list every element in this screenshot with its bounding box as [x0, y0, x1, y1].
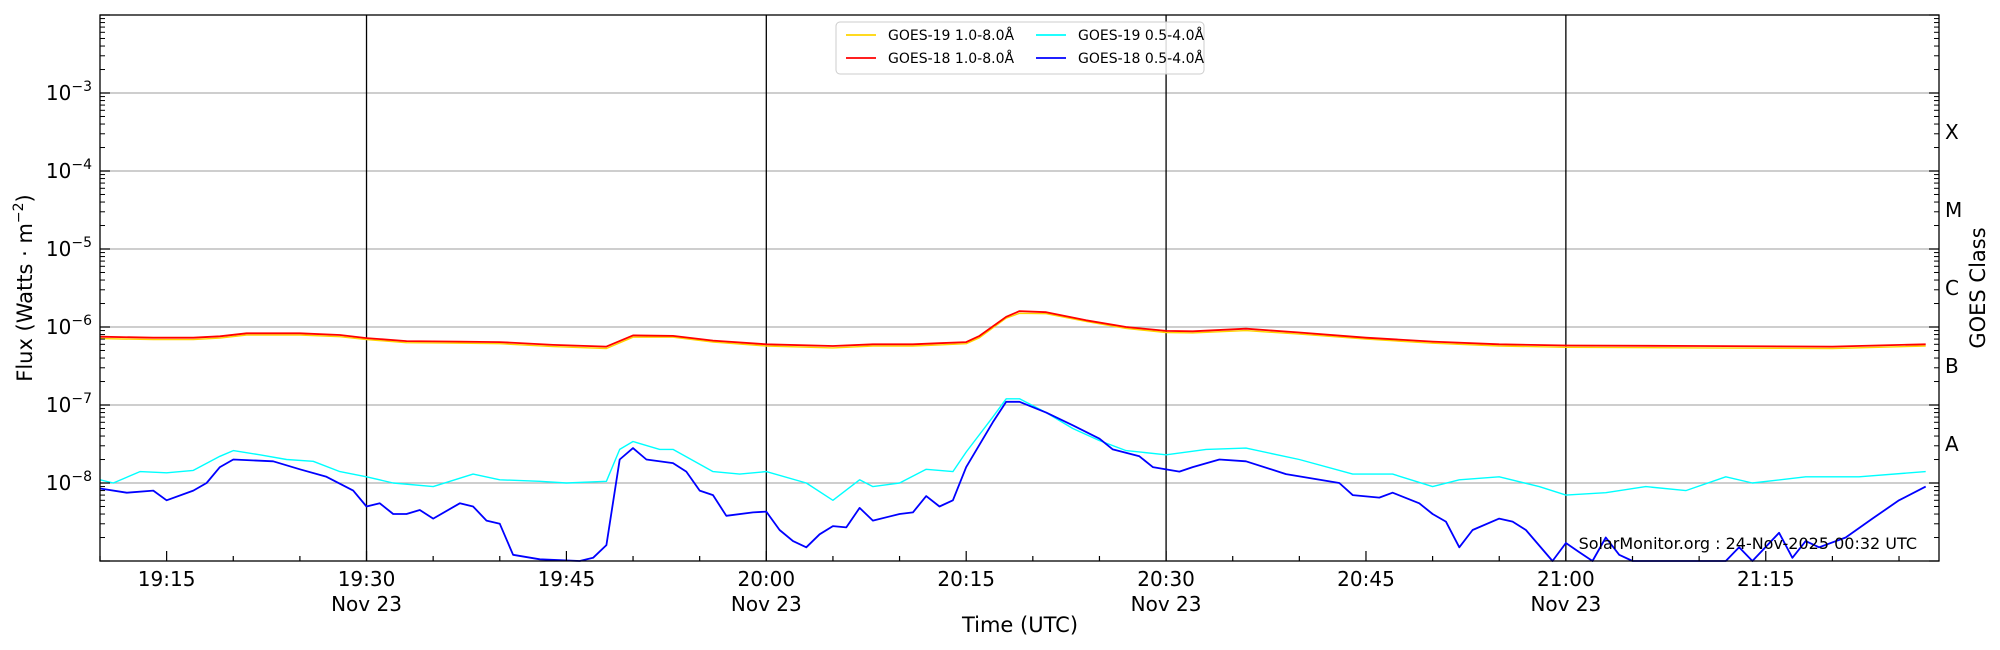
- x-tick-label: 20:45: [1337, 567, 1395, 591]
- goes-class-label: GOES Class: [1966, 227, 1990, 348]
- series-lines: [99, 310, 1927, 562]
- watermark: SolarMonitor.org : 24-Nov-2025 00:32 UTC: [1579, 534, 1917, 553]
- legend-entry: GOES-18 1.0-8.0Å: [888, 50, 1014, 67]
- x-tick-date: Nov 23: [1530, 592, 1601, 616]
- day-markers: [365, 15, 1567, 561]
- x-tick-label: 20:15: [937, 567, 995, 591]
- grid: [100, 92, 1939, 484]
- legend: GOES-19 1.0-8.0Å GOES-18 1.0-8.0Å GOES-19 …: [835, 21, 1205, 75]
- x-tick-label: 20:00: [737, 567, 795, 591]
- y-tick-label: 10−7: [46, 391, 92, 417]
- x-tick-label: 21:15: [1737, 567, 1795, 591]
- y-axis-label: Flux (Watts · m−2): [11, 194, 37, 382]
- goes-class-B: B: [1945, 354, 1959, 378]
- goes-class-A: A: [1945, 432, 1959, 456]
- x-axis-label: Time (UTC): [961, 613, 1078, 637]
- y-tick-label: 10−8: [46, 469, 92, 495]
- x-tick-date: Nov 23: [1131, 592, 1202, 616]
- x-tick-label: 19:45: [538, 567, 596, 591]
- goes-class-X: X: [1945, 120, 1959, 144]
- legend-entry: GOES-19 0.5-4.0Å: [1078, 27, 1204, 44]
- y-tick-label: 10−6: [46, 313, 92, 339]
- legend-box: [835, 21, 1205, 75]
- y-tick-label: 10−3: [46, 79, 92, 105]
- y-tick-label: 10−4: [46, 157, 92, 183]
- goes-class-M: M: [1945, 198, 1962, 222]
- series-line-3: [99, 398, 1926, 501]
- goes-class-C: C: [1945, 276, 1959, 300]
- x-tick-label: 19:30: [338, 567, 396, 591]
- plot-frame: [99, 14, 1940, 562]
- x-tick-date: Nov 23: [731, 592, 802, 616]
- x-tick-date: Nov 23: [331, 592, 402, 616]
- series-line-4: [99, 400, 1927, 562]
- x-tick-label: 20:30: [1137, 567, 1195, 591]
- legend-entry: GOES-19 1.0-8.0Å: [888, 27, 1014, 44]
- x-tick-label: 19:15: [138, 567, 196, 591]
- x-tick-label: 21:00: [1537, 567, 1595, 591]
- series-line-2: [99, 310, 1926, 348]
- y-tick-label: 10−5: [46, 235, 92, 261]
- legend-entry: GOES-18 0.5-4.0Å: [1078, 50, 1204, 67]
- series-line-1: [99, 312, 1926, 350]
